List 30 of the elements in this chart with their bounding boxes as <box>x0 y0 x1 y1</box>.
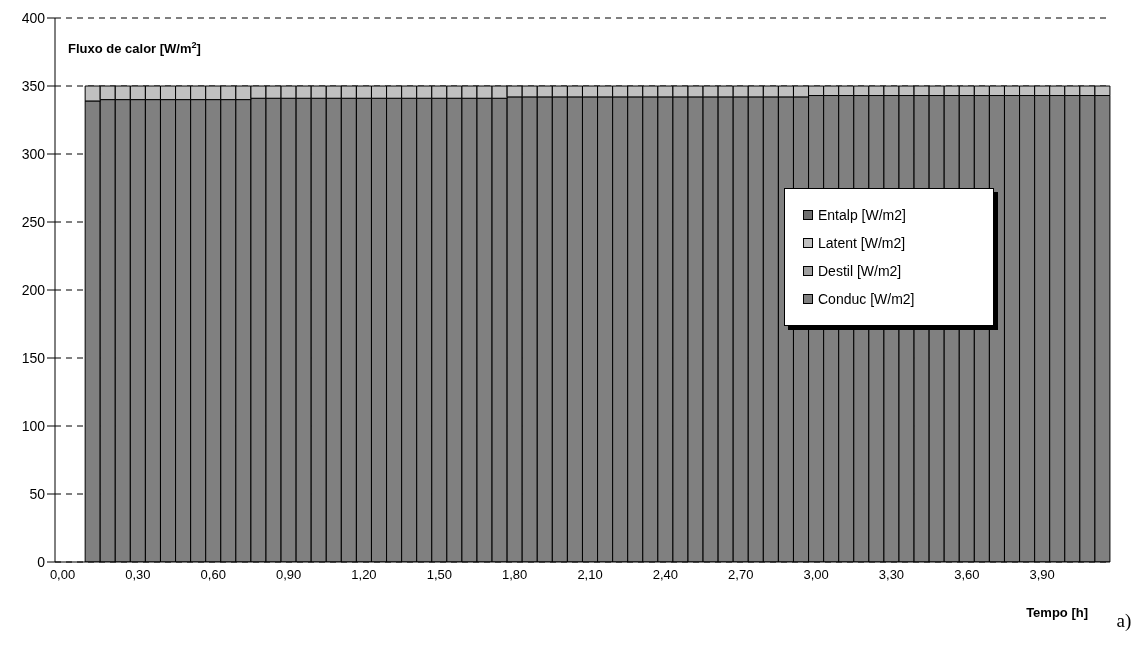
y-tick-label: 350 <box>21 77 46 94</box>
y-tick-label: 400 <box>21 9 46 26</box>
x-tick-label: 0,90 <box>275 567 302 583</box>
x-tick-label: 3,30 <box>878 567 905 583</box>
x-tick-label: 1,50 <box>426 567 452 583</box>
y-tick-label: 150 <box>21 349 46 366</box>
y-tick-label: 250 <box>21 213 46 230</box>
y-tick-label: 300 <box>21 145 46 162</box>
x-tick-label: 3,90 <box>1029 567 1055 583</box>
text: a) <box>1116 610 1132 632</box>
x-tick-label: 1,80 <box>502 567 528 583</box>
legend-label: Destil [W/m2] <box>818 263 902 279</box>
y-tick-label: 100 <box>21 417 46 434</box>
x-axis-title: Tempo [h] <box>1026 605 1088 620</box>
legend-label: Latent [W/m2] <box>818 235 906 251</box>
x-tick-label: 1,20 <box>351 567 377 583</box>
legend-label: Entalp [W/m2] <box>818 207 906 223</box>
x-tick-label: 2,40 <box>652 567 679 583</box>
y-tick-label: 0 <box>37 553 46 570</box>
x-tick-label: 0,00 <box>49 567 76 583</box>
x-tick-label: 3,60 <box>954 567 980 583</box>
y-tick-label: 200 <box>21 281 46 298</box>
x-tick-label: 2,10 <box>577 567 603 583</box>
x-tick-label: 0,60 <box>200 567 226 583</box>
y-tick-label: 50 <box>29 485 46 502</box>
x-tick-label: 0,30 <box>125 567 151 583</box>
x-tick-label: 3,00 <box>803 567 829 583</box>
legend-label: Conduc [W/m2] <box>818 291 915 307</box>
y-axis-title: Fluxo de calor [W/m$^{2}$] <box>68 40 201 56</box>
x-tick-label: 2,70 <box>728 567 754 583</box>
